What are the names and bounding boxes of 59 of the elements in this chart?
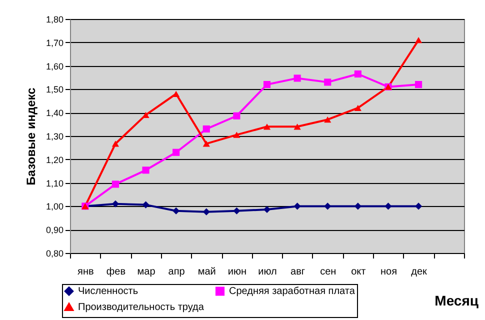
point — [415, 80, 422, 88]
x-tick-label: июн — [228, 266, 246, 278]
point — [294, 202, 301, 210]
point — [202, 125, 210, 133]
point — [112, 180, 119, 188]
y-tick-label: 1,50 — [46, 84, 64, 95]
y-tick-label: 1,40 — [46, 108, 64, 118]
point — [415, 37, 422, 44]
y-tick-label: 0,90 — [46, 225, 64, 236]
point — [142, 201, 150, 208]
point — [263, 124, 271, 130]
point — [263, 206, 271, 214]
point — [172, 90, 180, 97]
point — [202, 140, 210, 147]
point — [172, 148, 180, 156]
point — [172, 207, 180, 214]
x-tick-label: авг — [290, 266, 306, 278]
point — [294, 124, 301, 130]
x-tick-label: апр — [168, 266, 186, 278]
point — [384, 202, 392, 210]
y-tick-label: 1,30 — [46, 132, 64, 142]
x-tick-label: янв — [78, 266, 94, 278]
x-axis-title: Месяц — [434, 292, 479, 308]
legend-label: Производительность труда — [78, 302, 204, 313]
x-tick-label: дек — [411, 266, 428, 278]
point — [233, 112, 240, 120]
point — [263, 80, 271, 88]
x-tick-label: сен — [320, 266, 336, 278]
point — [142, 166, 150, 174]
x-tick-label: окт — [351, 266, 366, 278]
x-tick-label: мар — [137, 266, 156, 278]
point — [142, 112, 150, 118]
x-tick-label: фев — [106, 266, 126, 278]
y-axis-title: Базовые индекс — [24, 87, 38, 186]
point — [324, 116, 332, 123]
point — [354, 202, 362, 210]
y-tick-label: 1,70 — [46, 38, 64, 48]
point — [354, 70, 362, 78]
point — [354, 104, 362, 111]
point — [324, 202, 332, 210]
y-tick-label: 1,10 — [46, 178, 64, 188]
legend-label: Средняя заработная плата — [229, 286, 356, 298]
point — [324, 78, 332, 86]
point — [112, 140, 119, 147]
x-tick-label: июл — [258, 266, 278, 278]
point — [202, 208, 210, 216]
x-tick-label: ноя — [380, 266, 397, 278]
point — [112, 200, 119, 208]
point — [294, 74, 301, 82]
point — [415, 202, 422, 210]
y-tick-label: 1,20 — [46, 154, 64, 165]
legend-label: Численность — [78, 286, 138, 298]
y-tick-label: 0,80 — [46, 248, 64, 258]
y-tick-label: 1,00 — [46, 202, 64, 212]
y-tick-label: 1,60 — [46, 61, 64, 72]
point — [233, 207, 240, 214]
x-tick-label: май — [198, 266, 216, 278]
y-tick-label: 1,80 — [46, 14, 64, 24]
point — [233, 132, 240, 138]
